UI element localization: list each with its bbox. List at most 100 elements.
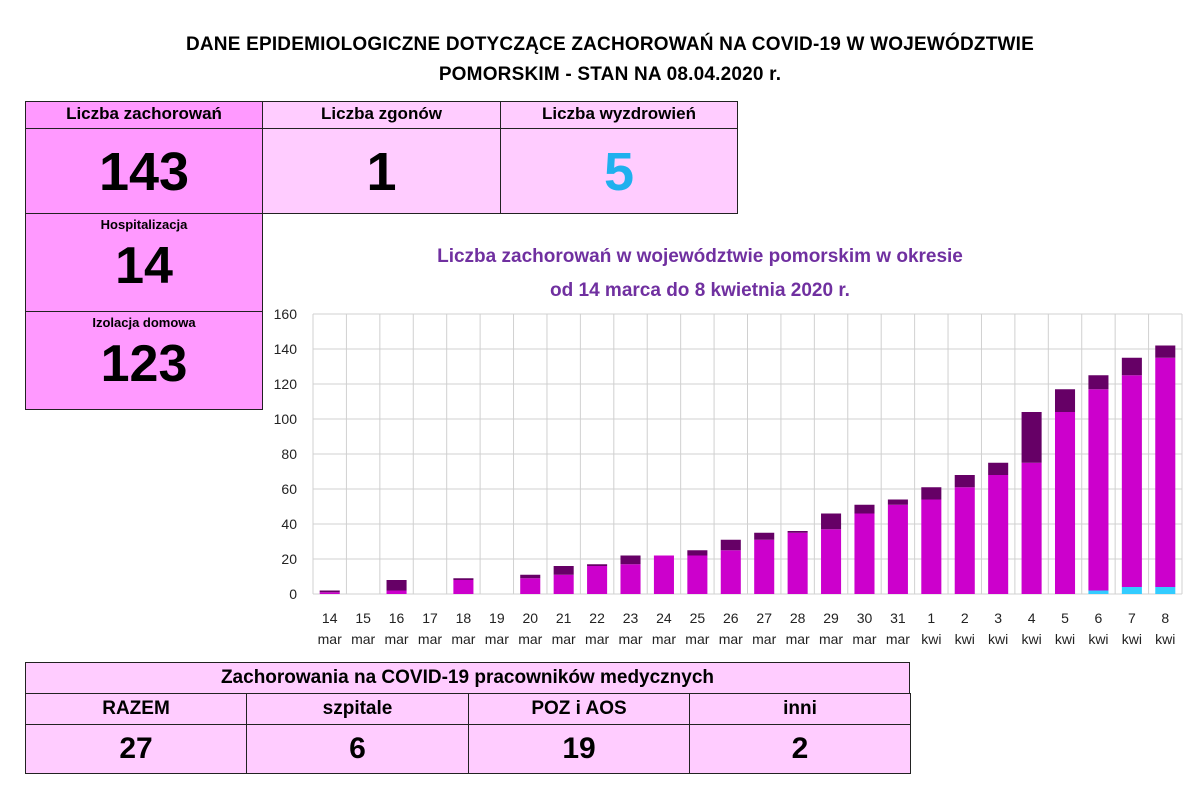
bar-segment <box>720 550 741 594</box>
bar-segment <box>1155 345 1176 358</box>
x-tick-sublabel: mar <box>852 631 876 647</box>
bar-segment <box>787 531 808 533</box>
x-tick-label: 1 <box>927 610 935 626</box>
y-tick-label: 0 <box>289 586 297 602</box>
bar-segment <box>520 574 541 579</box>
x-tick-sublabel: mar <box>552 631 576 647</box>
bar-segment <box>587 566 608 594</box>
medical-col-header: inni <box>689 693 911 725</box>
x-tick-label: 5 <box>1061 610 1069 626</box>
bar-segment <box>553 566 574 575</box>
bar-segment <box>687 555 708 594</box>
bar-segment <box>787 532 808 594</box>
medical-col-value: 19 <box>468 724 690 774</box>
y-tick-label: 80 <box>281 446 297 462</box>
bar-segment <box>620 564 641 594</box>
home-isolation-value: 123 <box>100 335 188 393</box>
bar-segment <box>386 590 407 594</box>
cases-bar-chart: 02040608010012014016014mar15mar16mar17ma… <box>274 306 1183 647</box>
x-tick-label: 25 <box>690 610 706 626</box>
bar-segment <box>453 580 474 594</box>
medical-col-header: szpitale <box>246 693 469 725</box>
x-tick-sublabel: kwi <box>1122 631 1142 647</box>
x-tick-sublabel: mar <box>618 631 642 647</box>
x-tick-sublabel: mar <box>451 631 475 647</box>
cases-value: 143 <box>98 142 190 202</box>
x-tick-sublabel: mar <box>585 631 609 647</box>
x-tick-label: 23 <box>623 610 639 626</box>
bar-segment <box>553 574 574 594</box>
x-tick-sublabel: mar <box>685 631 709 647</box>
x-tick-label: 8 <box>1161 610 1169 626</box>
x-tick-sublabel: mar <box>886 631 910 647</box>
recovered-value: 5 <box>603 142 635 202</box>
home-isolation-label: Izolacja domowa <box>92 315 196 330</box>
bar-segment <box>520 578 541 594</box>
x-tick-sublabel: mar <box>719 631 743 647</box>
x-tick-label: 20 <box>522 610 538 626</box>
chart-title-line1: Liczba zachorowań w województwie pomorsk… <box>437 246 963 267</box>
x-tick-sublabel: mar <box>819 631 843 647</box>
bar-segment <box>921 487 942 500</box>
bar-segment <box>1088 375 1109 390</box>
hospitalization-label: Hospitalizacja <box>100 217 188 232</box>
bar-segment <box>1121 587 1142 594</box>
x-tick-label: 15 <box>355 610 371 626</box>
bar-segment <box>587 564 608 566</box>
medical-col-value: 2 <box>689 724 911 774</box>
bar-segment <box>854 504 875 514</box>
x-tick-label: 16 <box>389 610 405 626</box>
x-tick-sublabel: mar <box>351 631 375 647</box>
x-tick-label: 18 <box>456 610 472 626</box>
bar-segment <box>954 475 975 488</box>
bar-segment <box>921 499 942 594</box>
bar-segment <box>1121 357 1142 376</box>
x-tick-label: 14 <box>322 610 338 626</box>
bar-segment <box>653 555 674 594</box>
home-isolation-cell: Izolacja domowa 123 <box>25 311 263 410</box>
x-tick-sublabel: mar <box>384 631 408 647</box>
y-tick-label: 20 <box>281 551 297 567</box>
bar-segment <box>453 578 474 580</box>
x-tick-sublabel: kwi <box>1021 631 1041 647</box>
bar-segment <box>1021 412 1042 463</box>
x-tick-label: 17 <box>422 610 438 626</box>
x-tick-label: 3 <box>994 610 1002 626</box>
chart-title-line2: od 14 marca do 8 kwietnia 2020 r. <box>550 280 850 301</box>
x-tick-label: 21 <box>556 610 572 626</box>
bar-segment <box>1054 412 1076 594</box>
x-tick-label: 24 <box>656 610 672 626</box>
x-tick-sublabel: mar <box>318 631 342 647</box>
bar-segment <box>386 580 407 591</box>
bar-segment <box>720 539 741 551</box>
bar-segment <box>1088 389 1109 591</box>
medical-table-title: Zachorowania na COVID-19 pracowników med… <box>25 662 910 694</box>
cases-label-cell: Liczba zachorowań <box>25 101 263 129</box>
bar-segment <box>754 532 775 540</box>
bar-segment <box>887 499 908 505</box>
x-tick-sublabel: mar <box>418 631 442 647</box>
bar-segment <box>620 555 641 565</box>
recovered-label-cell: Liczba wyzdrowień <box>500 101 738 129</box>
x-tick-label: 7 <box>1128 610 1136 626</box>
y-tick-label: 60 <box>281 481 297 497</box>
bar-segment <box>319 590 340 593</box>
medical-col-value: 27 <box>25 724 247 774</box>
x-tick-label: 29 <box>823 610 839 626</box>
hospitalization-value: 14 <box>115 237 173 295</box>
y-tick-label: 100 <box>274 411 298 427</box>
x-tick-label: 6 <box>1095 610 1103 626</box>
deaths-value: 1 <box>366 142 397 202</box>
bar-segment <box>821 529 842 594</box>
x-tick-sublabel: mar <box>518 631 542 647</box>
x-tick-label: 26 <box>723 610 739 626</box>
x-tick-label: 4 <box>1028 610 1036 626</box>
bar-segment <box>1155 587 1176 594</box>
bar-segment <box>1054 389 1076 412</box>
x-tick-sublabel: kwi <box>1055 631 1075 647</box>
bar-segment <box>887 504 908 594</box>
bar-segment <box>1021 462 1042 594</box>
hospitalization-cell: Hospitalizacja 14 <box>25 213 263 312</box>
deaths-label-cell: Liczba zgonów <box>262 101 501 129</box>
deaths-label: Liczba zgonów <box>321 104 442 123</box>
